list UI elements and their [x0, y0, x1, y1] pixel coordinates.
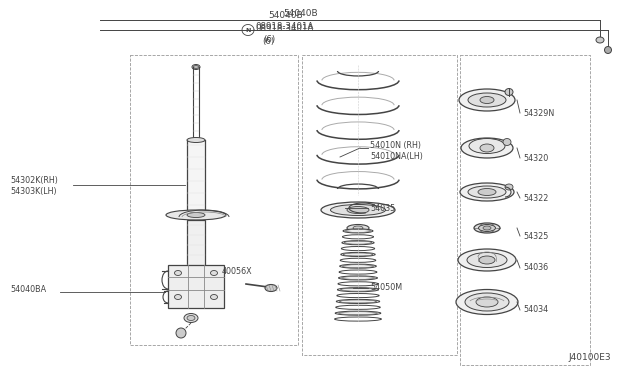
Ellipse shape — [505, 89, 513, 96]
Text: 54302K(RH): 54302K(RH) — [10, 176, 58, 185]
Ellipse shape — [478, 189, 496, 196]
Ellipse shape — [483, 226, 491, 230]
Ellipse shape — [605, 46, 611, 54]
Text: 54035: 54035 — [370, 203, 396, 212]
Ellipse shape — [211, 270, 218, 276]
Ellipse shape — [456, 289, 518, 314]
Ellipse shape — [344, 241, 372, 244]
Text: 54010NA(LH): 54010NA(LH) — [370, 151, 423, 160]
Text: 54034: 54034 — [523, 305, 548, 314]
Ellipse shape — [184, 314, 198, 323]
Text: 54329N: 54329N — [523, 109, 554, 118]
Ellipse shape — [480, 96, 494, 103]
Ellipse shape — [458, 249, 516, 271]
Ellipse shape — [343, 253, 372, 256]
Ellipse shape — [345, 230, 371, 232]
Ellipse shape — [353, 226, 363, 230]
Ellipse shape — [461, 138, 513, 158]
Text: (6): (6) — [262, 36, 274, 45]
Ellipse shape — [187, 138, 205, 142]
Ellipse shape — [474, 223, 500, 233]
Ellipse shape — [211, 295, 218, 299]
Text: 54320: 54320 — [523, 154, 548, 163]
Ellipse shape — [187, 315, 195, 321]
Ellipse shape — [476, 297, 498, 307]
Ellipse shape — [166, 210, 226, 220]
Ellipse shape — [479, 224, 495, 231]
Ellipse shape — [505, 184, 513, 190]
Text: N: N — [245, 28, 251, 32]
Ellipse shape — [339, 300, 376, 303]
Bar — [187, 140, 205, 215]
Text: J40100E3: J40100E3 — [568, 353, 611, 362]
Ellipse shape — [479, 256, 495, 264]
Ellipse shape — [468, 93, 506, 107]
Text: 08918-3401A: 08918-3401A — [255, 22, 314, 31]
Ellipse shape — [187, 212, 205, 218]
Ellipse shape — [596, 37, 604, 43]
Ellipse shape — [459, 89, 515, 111]
Text: 54040B: 54040B — [268, 10, 303, 19]
Text: 54322: 54322 — [523, 193, 548, 202]
Text: 54303K(LH): 54303K(LH) — [10, 186, 56, 196]
Text: 54036: 54036 — [523, 263, 548, 273]
Text: 54325: 54325 — [523, 231, 548, 241]
Ellipse shape — [467, 253, 507, 267]
Ellipse shape — [503, 138, 511, 145]
Ellipse shape — [469, 138, 505, 154]
Text: (6): (6) — [263, 35, 275, 44]
Ellipse shape — [339, 312, 378, 315]
Ellipse shape — [340, 288, 376, 291]
Ellipse shape — [175, 295, 182, 299]
Ellipse shape — [342, 265, 374, 268]
Ellipse shape — [192, 64, 200, 70]
Text: 54050M: 54050M — [370, 283, 402, 292]
Text: 54040B: 54040B — [283, 9, 317, 17]
Ellipse shape — [460, 183, 514, 201]
Ellipse shape — [265, 285, 277, 292]
Ellipse shape — [347, 206, 369, 214]
Ellipse shape — [341, 276, 374, 279]
Bar — [187, 220, 205, 268]
Text: 54010N (RH): 54010N (RH) — [370, 141, 421, 150]
Ellipse shape — [465, 293, 509, 311]
Ellipse shape — [330, 205, 385, 215]
Bar — [168, 265, 224, 308]
Ellipse shape — [321, 202, 395, 218]
Ellipse shape — [468, 186, 506, 198]
Ellipse shape — [176, 328, 186, 338]
Ellipse shape — [175, 270, 182, 276]
Text: 40056X: 40056X — [222, 267, 253, 276]
Text: 08918-3401A: 08918-3401A — [255, 23, 314, 32]
Ellipse shape — [480, 144, 494, 152]
Text: 54040BA: 54040BA — [10, 285, 46, 295]
Ellipse shape — [347, 224, 369, 231]
Ellipse shape — [193, 65, 198, 68]
